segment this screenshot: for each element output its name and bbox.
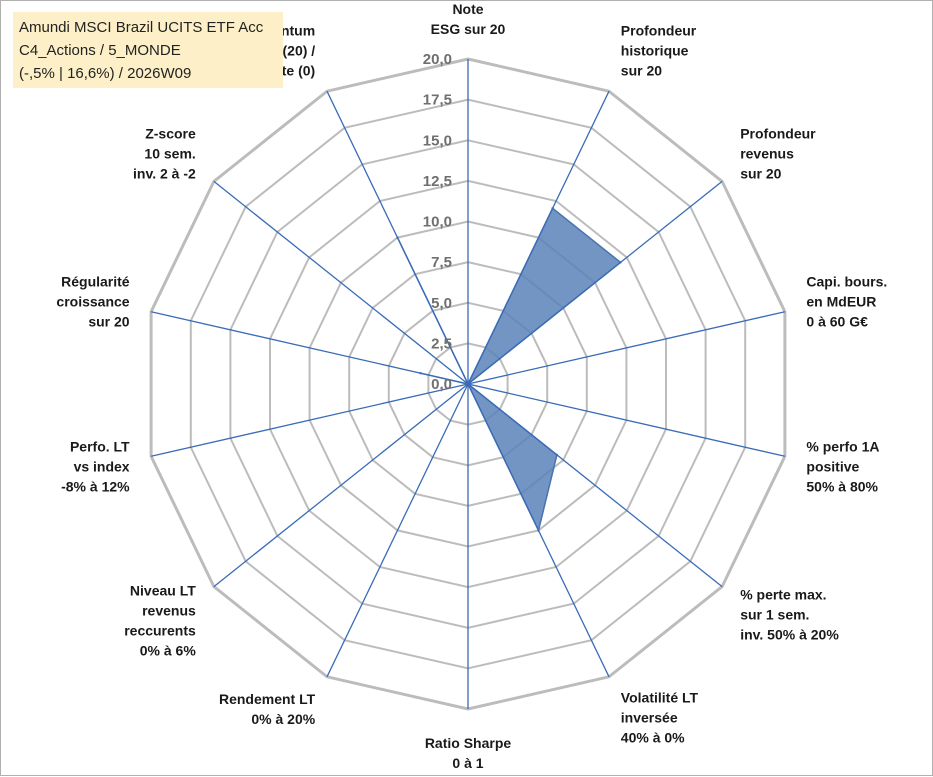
axis-label-6-line-0: Volatilité LT: [621, 689, 699, 705]
chart-title-line-3: (-,5% | 16,6%) / 2026W09: [19, 65, 192, 82]
axis-label-12-line-2: inv. 2 à -2: [133, 165, 196, 181]
axis-label-7-line-1: 0 à 1: [452, 755, 483, 771]
tick-label-6: 15,0: [423, 132, 452, 149]
axis-spoke-8: [326, 383, 469, 678]
axis-label-11-line-1: croissance: [56, 294, 129, 310]
label-layer: Note ESG sur 20 Profondeur historique sur 20…: [56, 1, 887, 771]
axis-label-2-line-2: sur 20: [740, 165, 781, 181]
axis-label-0: Note ESG sur 20: [431, 1, 506, 37]
axis-spoke-12: [213, 180, 469, 385]
axis-label-3-line-2: 0 à 60 G€: [806, 314, 868, 330]
axis-label-1-line-0: Profondeur: [621, 23, 697, 39]
axis-label-6: Volatilité LT inversée 40% à 0%: [621, 689, 699, 745]
tick-label-2: 5,0: [431, 295, 452, 312]
axis-label-12-line-1: 10 sem.: [144, 145, 195, 161]
axis-spoke-2: [467, 180, 723, 385]
axis-spoke-1: [467, 90, 610, 385]
axis-label-2-line-1: revenus: [740, 145, 794, 161]
tick-label-0: 0,0: [431, 376, 452, 393]
axis-spoke-10: [150, 383, 469, 457]
tick-label-8: 20,0: [423, 51, 452, 68]
axis-label-9: Niveau LT revenus reccurents 0% à 6%: [124, 582, 196, 658]
axis-label-11: Régularité croissance sur 20: [56, 274, 129, 330]
chart-title-box: Amundi MSCI Brazil UCITS ETF Acc C4_Acti…: [13, 12, 283, 88]
axis-spoke-4: [467, 383, 786, 457]
axis-spoke-3: [467, 311, 786, 385]
axis-label-1-line-1: historique: [621, 43, 689, 59]
axis-label-1-line-2: sur 20: [621, 63, 662, 79]
axis-label-9-line-1: revenus: [142, 602, 196, 618]
axis-label-4-line-2: 50% à 80%: [806, 478, 878, 494]
axis-label-6-line-1: inversée: [621, 709, 678, 725]
axis-label-8-line-1: 0% à 20%: [251, 711, 315, 727]
axis-label-5-line-1: sur 1 sem.: [740, 607, 809, 623]
axis-spoke-9: [213, 383, 469, 588]
axis-label-9-line-2: reccurents: [124, 622, 196, 638]
axis-label-4-line-1: positive: [806, 458, 859, 474]
chart-title-line-2: C4_Actions / 5_MONDE: [19, 42, 181, 59]
axis-label-5: % perte max. sur 1 sem. inv. 50% à 20%: [740, 587, 839, 643]
axis-label-4-line-0: % perfo 1A: [806, 438, 879, 454]
axis-spoke-5: [467, 383, 723, 588]
axis-spoke-13: [326, 90, 469, 385]
axis-label-5-line-2: inv. 50% à 20%: [740, 627, 839, 643]
tick-label-5: 12,5: [423, 173, 452, 190]
axis-label-1: Profondeur historique sur 20: [621, 23, 697, 79]
axis-spoke-6: [467, 383, 610, 678]
axis-label-3-line-0: Capi. bours.: [806, 274, 887, 290]
axis-label-3: Capi. bours. en MdEUR 0 à 60 G€: [806, 274, 887, 330]
axis-label-10-line-1: vs index: [74, 458, 130, 474]
tick-label-1: 2,5: [431, 335, 452, 352]
axis-label-4: % perfo 1A positive 50% à 80%: [806, 438, 879, 494]
tick-layer: 0,0 2,5 5,0 7,5 10,0 12,5 15,0 17,5 20,0: [423, 51, 452, 393]
spoke-layer: [150, 59, 786, 709]
axis-label-11-line-2: sur 20: [88, 314, 129, 330]
axis-label-3-line-1: en MdEUR: [806, 294, 876, 310]
axis-label-10-line-2: -8% à 12%: [61, 478, 130, 494]
axis-label-2: Profondeur revenus sur 20: [740, 125, 816, 181]
axis-label-12: Z-score 10 sem. inv. 2 à -2: [133, 125, 196, 181]
chart-title-line-1: Amundi MSCI Brazil UCITS ETF Acc: [19, 19, 264, 36]
axis-label-6-line-2: 40% à 0%: [621, 729, 685, 745]
axis-label-7: Ratio Sharpe 0 à 1: [425, 735, 512, 771]
tick-label-7: 17,5: [423, 92, 452, 109]
tick-label-4: 10,0: [423, 214, 452, 231]
axis-label-9-line-0: Niveau LT: [130, 582, 196, 598]
axis-label-5-line-0: % perte max.: [740, 587, 826, 603]
axis-label-12-line-0: Z-score: [145, 125, 196, 141]
axis-label-11-line-0: Régularité: [61, 274, 130, 290]
axis-label-9-line-3: 0% à 6%: [140, 642, 197, 658]
axis-label-8-line-0: Rendement LT: [219, 691, 316, 707]
axis-label-10-line-0: Perfo. LT: [70, 438, 130, 454]
tick-label-3: 7,5: [431, 254, 452, 271]
axis-spoke-11: [150, 311, 469, 385]
axis-label-2-line-0: Profondeur: [740, 125, 816, 141]
axis-label-0-line-0: Note: [452, 1, 483, 17]
axis-label-7-line-0: Ratio Sharpe: [425, 735, 512, 751]
axis-label-10: Perfo. LT vs index -8% à 12%: [61, 438, 130, 494]
axis-label-0-line-1: ESG sur 20: [431, 21, 506, 37]
axis-label-8: Rendement LT 0% à 20%: [219, 691, 316, 727]
